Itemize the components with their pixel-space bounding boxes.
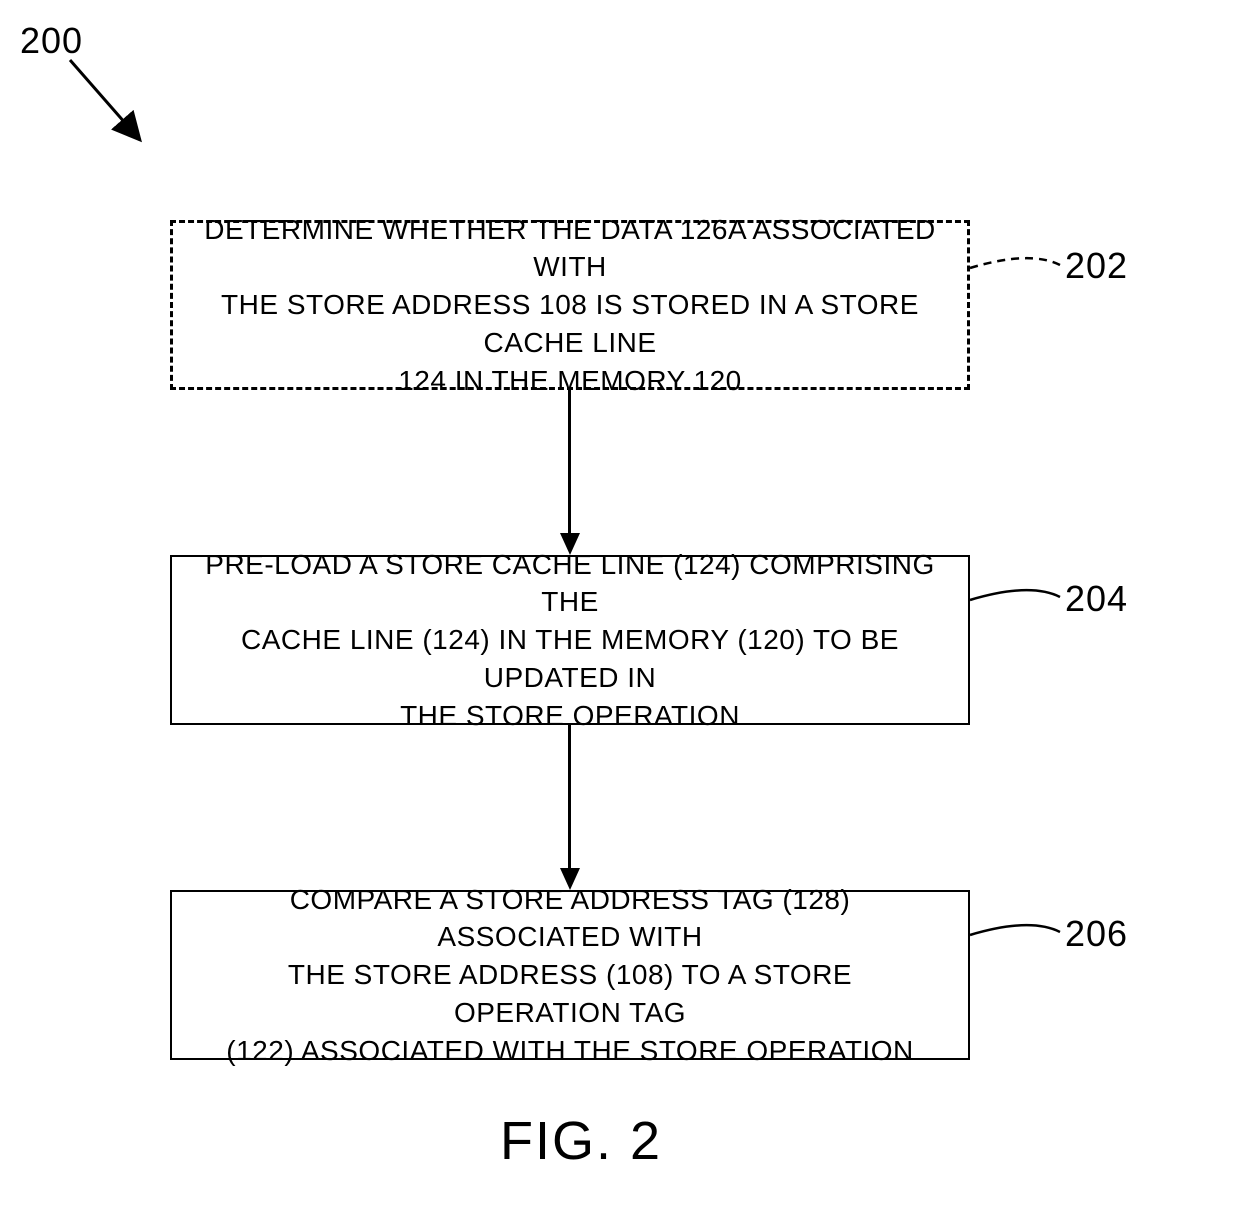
figure-caption: FIG. 2: [500, 1110, 662, 1172]
step-ref-206: 206: [1065, 913, 1128, 955]
leader-line-3: [0, 0, 1100, 1050]
